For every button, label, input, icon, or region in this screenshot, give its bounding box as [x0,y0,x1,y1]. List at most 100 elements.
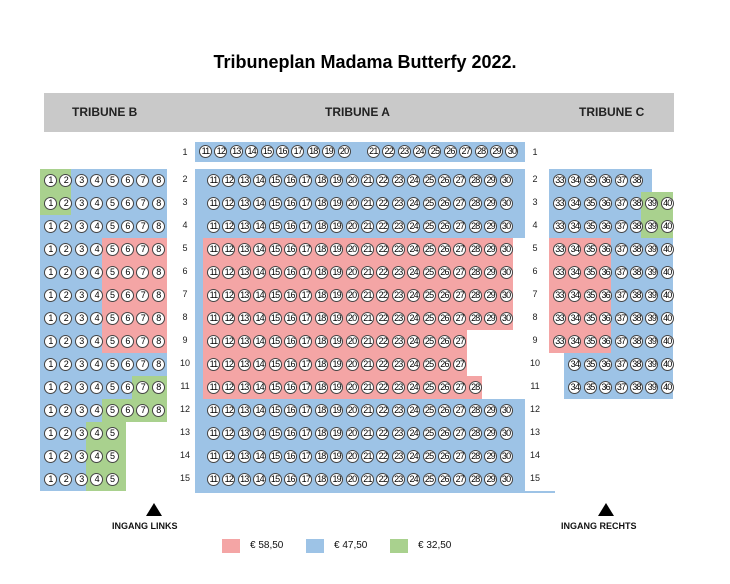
tribune-a-seat[interactable]: 13 [237,381,251,394]
tribune-c-seat[interactable]: 33 [553,266,566,279]
tribune-a-seat[interactable]: 28 [468,220,482,233]
tribune-a-seat[interactable]: 18 [314,335,328,348]
tribune-b-seat[interactable]: 2 [59,266,73,279]
tribune-b-seat[interactable]: 3 [74,312,88,325]
tribune-b-seat[interactable]: 7 [136,335,150,348]
tribune-b-seat[interactable]: 8 [151,289,165,302]
tribune-a-seat[interactable]: 27 [453,289,467,302]
tribune-a-seat[interactable]: 17 [299,335,313,348]
tribune-a-seat[interactable]: 29 [484,312,498,325]
tribune-a-seat[interactable]: 20 [345,450,359,463]
tribune-b-seat[interactable]: 4 [90,404,104,417]
tribune-a-seat[interactable]: 15 [268,266,282,279]
tribune-b-seat[interactable]: 2 [59,289,73,302]
tribune-b-seat[interactable]: 4 [90,381,104,394]
tribune-a-seat[interactable]: 21 [361,473,374,486]
tribune-b-seat[interactable]: 8 [151,404,165,417]
tribune-c-seat[interactable]: 38 [630,174,643,187]
tribune-a-seat[interactable]: 18 [314,289,328,302]
tribune-a-seat[interactable]: 14 [253,243,267,256]
tribune-a-seat[interactable]: 22 [376,312,390,325]
tribune-a-seat[interactable]: 28 [468,197,482,210]
tribune-a-seat[interactable]: 20 [345,404,359,417]
tribune-a-seat[interactable]: 29 [484,197,498,210]
tribune-a-seat[interactable]: 24 [407,473,421,486]
tribune-a-seat[interactable]: 25 [422,312,436,325]
tribune-c-seat[interactable]: 40 [660,312,674,325]
tribune-a-seat[interactable]: 12 [222,450,236,463]
tribune-a-seat[interactable]: 13 [237,335,251,348]
tribune-c-seat[interactable]: 34 [568,358,582,371]
tribune-a-seat[interactable]: 18 [314,174,328,187]
tribune-a-seat[interactable]: 22 [376,427,390,440]
tribune-a-seat[interactable]: 17 [299,220,313,233]
tribune-a-seat[interactable]: 29 [490,145,504,158]
tribune-a-seat[interactable]: 21 [361,358,374,371]
tribune-a-seat[interactable]: 22 [376,404,390,417]
tribune-a-seat[interactable]: 27 [453,266,467,279]
tribune-a-seat[interactable]: 19 [330,427,344,440]
tribune-a-seat[interactable]: 13 [237,450,251,463]
tribune-a-seat[interactable]: 22 [376,174,390,187]
tribune-b-seat[interactable]: 6 [121,220,134,233]
tribune-a-seat[interactable]: 20 [345,197,359,210]
tribune-c-seat[interactable]: 39 [645,197,659,210]
tribune-b-seat[interactable]: 4 [90,358,104,371]
tribune-c-seat[interactable]: 39 [645,381,659,394]
tribune-b-seat[interactable]: 6 [121,381,134,394]
tribune-c-seat[interactable]: 33 [553,220,566,233]
tribune-a-seat[interactable]: 18 [314,358,328,371]
tribune-b-seat[interactable]: 1 [44,381,57,394]
tribune-b-seat[interactable]: 4 [90,220,104,233]
tribune-a-seat[interactable]: 28 [468,473,482,486]
tribune-a-seat[interactable]: 17 [299,174,313,187]
tribune-a-seat[interactable]: 28 [468,312,482,325]
tribune-a-seat[interactable]: 15 [268,197,282,210]
tribune-a-seat[interactable]: 14 [253,220,267,233]
tribune-a-seat[interactable]: 11 [207,266,220,279]
tribune-b-seat[interactable]: 3 [74,358,88,371]
tribune-a-seat[interactable]: 11 [207,289,220,302]
tribune-c-seat[interactable]: 39 [645,289,659,302]
tribune-a-seat[interactable]: 30 [499,450,513,463]
tribune-a-seat[interactable]: 22 [376,220,390,233]
tribune-a-seat[interactable]: 29 [484,243,498,256]
tribune-a-seat[interactable]: 14 [245,145,259,158]
tribune-a-seat[interactable]: 23 [391,266,405,279]
tribune-a-seat[interactable]: 20 [345,289,359,302]
tribune-b-seat[interactable]: 5 [105,174,119,187]
tribune-a-seat[interactable]: 19 [330,335,344,348]
tribune-a-seat[interactable]: 30 [499,266,513,279]
tribune-c-seat[interactable]: 33 [553,174,566,187]
tribune-c-seat[interactable]: 37 [614,220,628,233]
tribune-a-seat[interactable]: 27 [453,335,467,348]
tribune-c-seat[interactable]: 34 [568,335,582,348]
tribune-b-seat[interactable]: 2 [59,197,73,210]
tribune-a-seat[interactable]: 12 [222,266,236,279]
tribune-c-seat[interactable]: 38 [630,381,643,394]
tribune-a-seat[interactable]: 30 [499,427,513,440]
tribune-a-seat[interactable]: 16 [284,381,297,394]
tribune-c-seat[interactable]: 36 [599,243,613,256]
tribune-c-seat[interactable]: 34 [568,243,582,256]
tribune-a-seat[interactable]: 12 [222,174,236,187]
tribune-c-seat[interactable]: 35 [583,335,597,348]
tribune-a-seat[interactable]: 24 [407,289,421,302]
tribune-b-seat[interactable]: 4 [90,174,104,187]
tribune-a-seat[interactable]: 14 [253,427,267,440]
tribune-a-seat[interactable]: 24 [407,335,421,348]
tribune-a-seat[interactable]: 18 [314,473,328,486]
tribune-a-seat[interactable]: 21 [361,174,374,187]
tribune-b-seat[interactable]: 4 [90,243,104,256]
tribune-c-seat[interactable]: 35 [583,197,597,210]
tribune-c-seat[interactable]: 38 [630,197,643,210]
tribune-a-seat[interactable]: 11 [207,243,220,256]
tribune-a-seat[interactable]: 24 [407,404,421,417]
tribune-c-seat[interactable]: 37 [614,335,628,348]
tribune-c-seat[interactable]: 38 [630,335,643,348]
tribune-b-seat[interactable]: 7 [136,243,150,256]
tribune-a-seat[interactable]: 27 [453,312,467,325]
tribune-a-seat[interactable]: 14 [253,266,267,279]
tribune-a-seat[interactable]: 21 [361,220,374,233]
tribune-a-seat[interactable]: 29 [484,289,498,302]
